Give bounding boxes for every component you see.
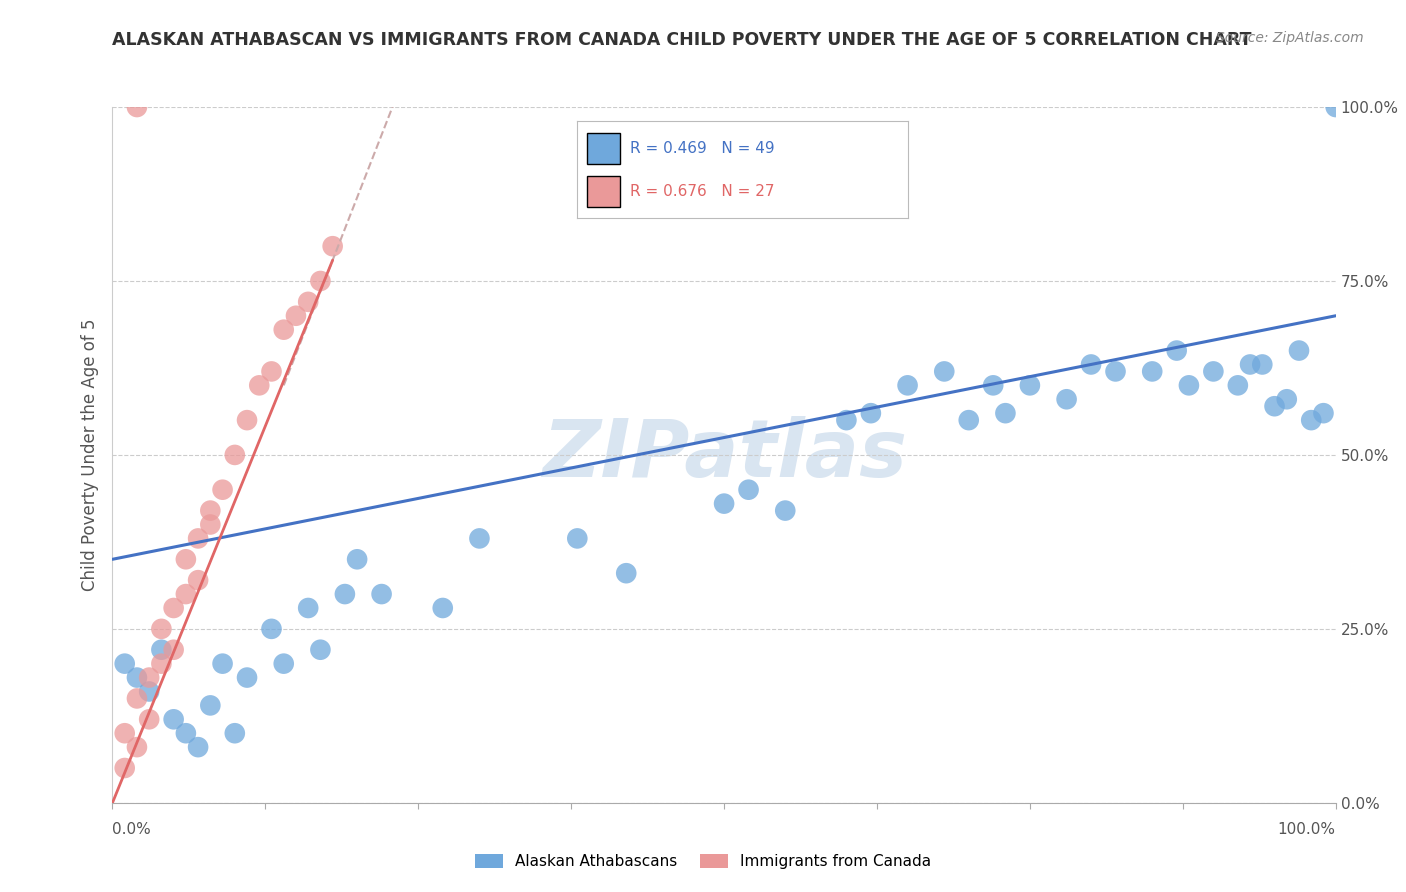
Point — [125, 740, 148, 755]
Point — [200, 517, 222, 532]
Point — [150, 642, 173, 657]
Point — [567, 532, 589, 546]
Point — [1080, 358, 1102, 372]
Point — [1324, 100, 1347, 114]
Point — [775, 503, 797, 517]
Text: Source: ZipAtlas.com: Source: ZipAtlas.com — [1216, 31, 1364, 45]
Point — [1275, 392, 1298, 407]
Point — [163, 642, 186, 657]
Point — [897, 378, 920, 392]
Point — [138, 712, 160, 726]
Point — [713, 497, 735, 511]
Point — [174, 587, 197, 601]
Point — [125, 691, 148, 706]
Point — [835, 413, 858, 427]
Point — [200, 503, 222, 517]
Point — [309, 642, 332, 657]
Point — [1142, 364, 1164, 378]
Point — [737, 483, 759, 497]
Point — [1288, 343, 1310, 358]
Point — [859, 406, 882, 420]
Point — [284, 309, 308, 323]
Point — [297, 601, 319, 615]
Point — [125, 100, 148, 114]
Point — [150, 657, 173, 671]
Point — [273, 323, 295, 337]
Point — [333, 587, 356, 601]
Point — [468, 532, 491, 546]
Point — [260, 364, 283, 378]
Point — [224, 448, 246, 462]
Point — [934, 364, 956, 378]
Point — [114, 726, 136, 740]
Point — [1251, 358, 1274, 372]
Point — [174, 726, 197, 740]
Point — [994, 406, 1017, 420]
Point — [1226, 378, 1249, 392]
Legend: Alaskan Athabascans, Immigrants from Canada: Alaskan Athabascans, Immigrants from Can… — [470, 848, 936, 875]
Point — [200, 698, 222, 713]
Point — [1202, 364, 1225, 378]
Point — [370, 587, 392, 601]
Text: ZIPatlas: ZIPatlas — [541, 416, 907, 494]
Point — [309, 274, 332, 288]
Point — [1264, 399, 1286, 413]
Point — [211, 483, 233, 497]
Point — [322, 239, 344, 253]
Point — [211, 657, 233, 671]
Point — [297, 294, 319, 309]
Text: 0.0%: 0.0% — [112, 822, 152, 837]
Point — [1312, 406, 1334, 420]
Point — [187, 573, 209, 587]
Point — [138, 684, 160, 698]
Point — [138, 671, 160, 685]
Point — [1178, 378, 1201, 392]
Point — [150, 622, 173, 636]
Point — [163, 712, 186, 726]
Point — [432, 601, 454, 615]
Point — [346, 552, 368, 566]
Point — [114, 657, 136, 671]
Point — [174, 552, 197, 566]
Point — [1018, 378, 1040, 392]
Point — [981, 378, 1004, 392]
Point — [957, 413, 980, 427]
Point — [614, 566, 637, 581]
Y-axis label: Child Poverty Under the Age of 5: Child Poverty Under the Age of 5 — [80, 318, 98, 591]
Point — [247, 378, 270, 392]
Point — [1104, 364, 1126, 378]
Point — [224, 726, 246, 740]
Point — [1239, 358, 1261, 372]
Text: ALASKAN ATHABASCAN VS IMMIGRANTS FROM CANADA CHILD POVERTY UNDER THE AGE OF 5 CO: ALASKAN ATHABASCAN VS IMMIGRANTS FROM CA… — [112, 31, 1251, 49]
Point — [1301, 413, 1323, 427]
Point — [1166, 343, 1188, 358]
Point — [114, 761, 136, 775]
Point — [1056, 392, 1078, 407]
Point — [236, 413, 259, 427]
Point — [260, 622, 283, 636]
Point — [187, 740, 209, 755]
Point — [273, 657, 295, 671]
Point — [163, 601, 186, 615]
Point — [125, 671, 148, 685]
Point — [187, 532, 209, 546]
Point — [236, 671, 259, 685]
Text: 100.0%: 100.0% — [1278, 822, 1336, 837]
